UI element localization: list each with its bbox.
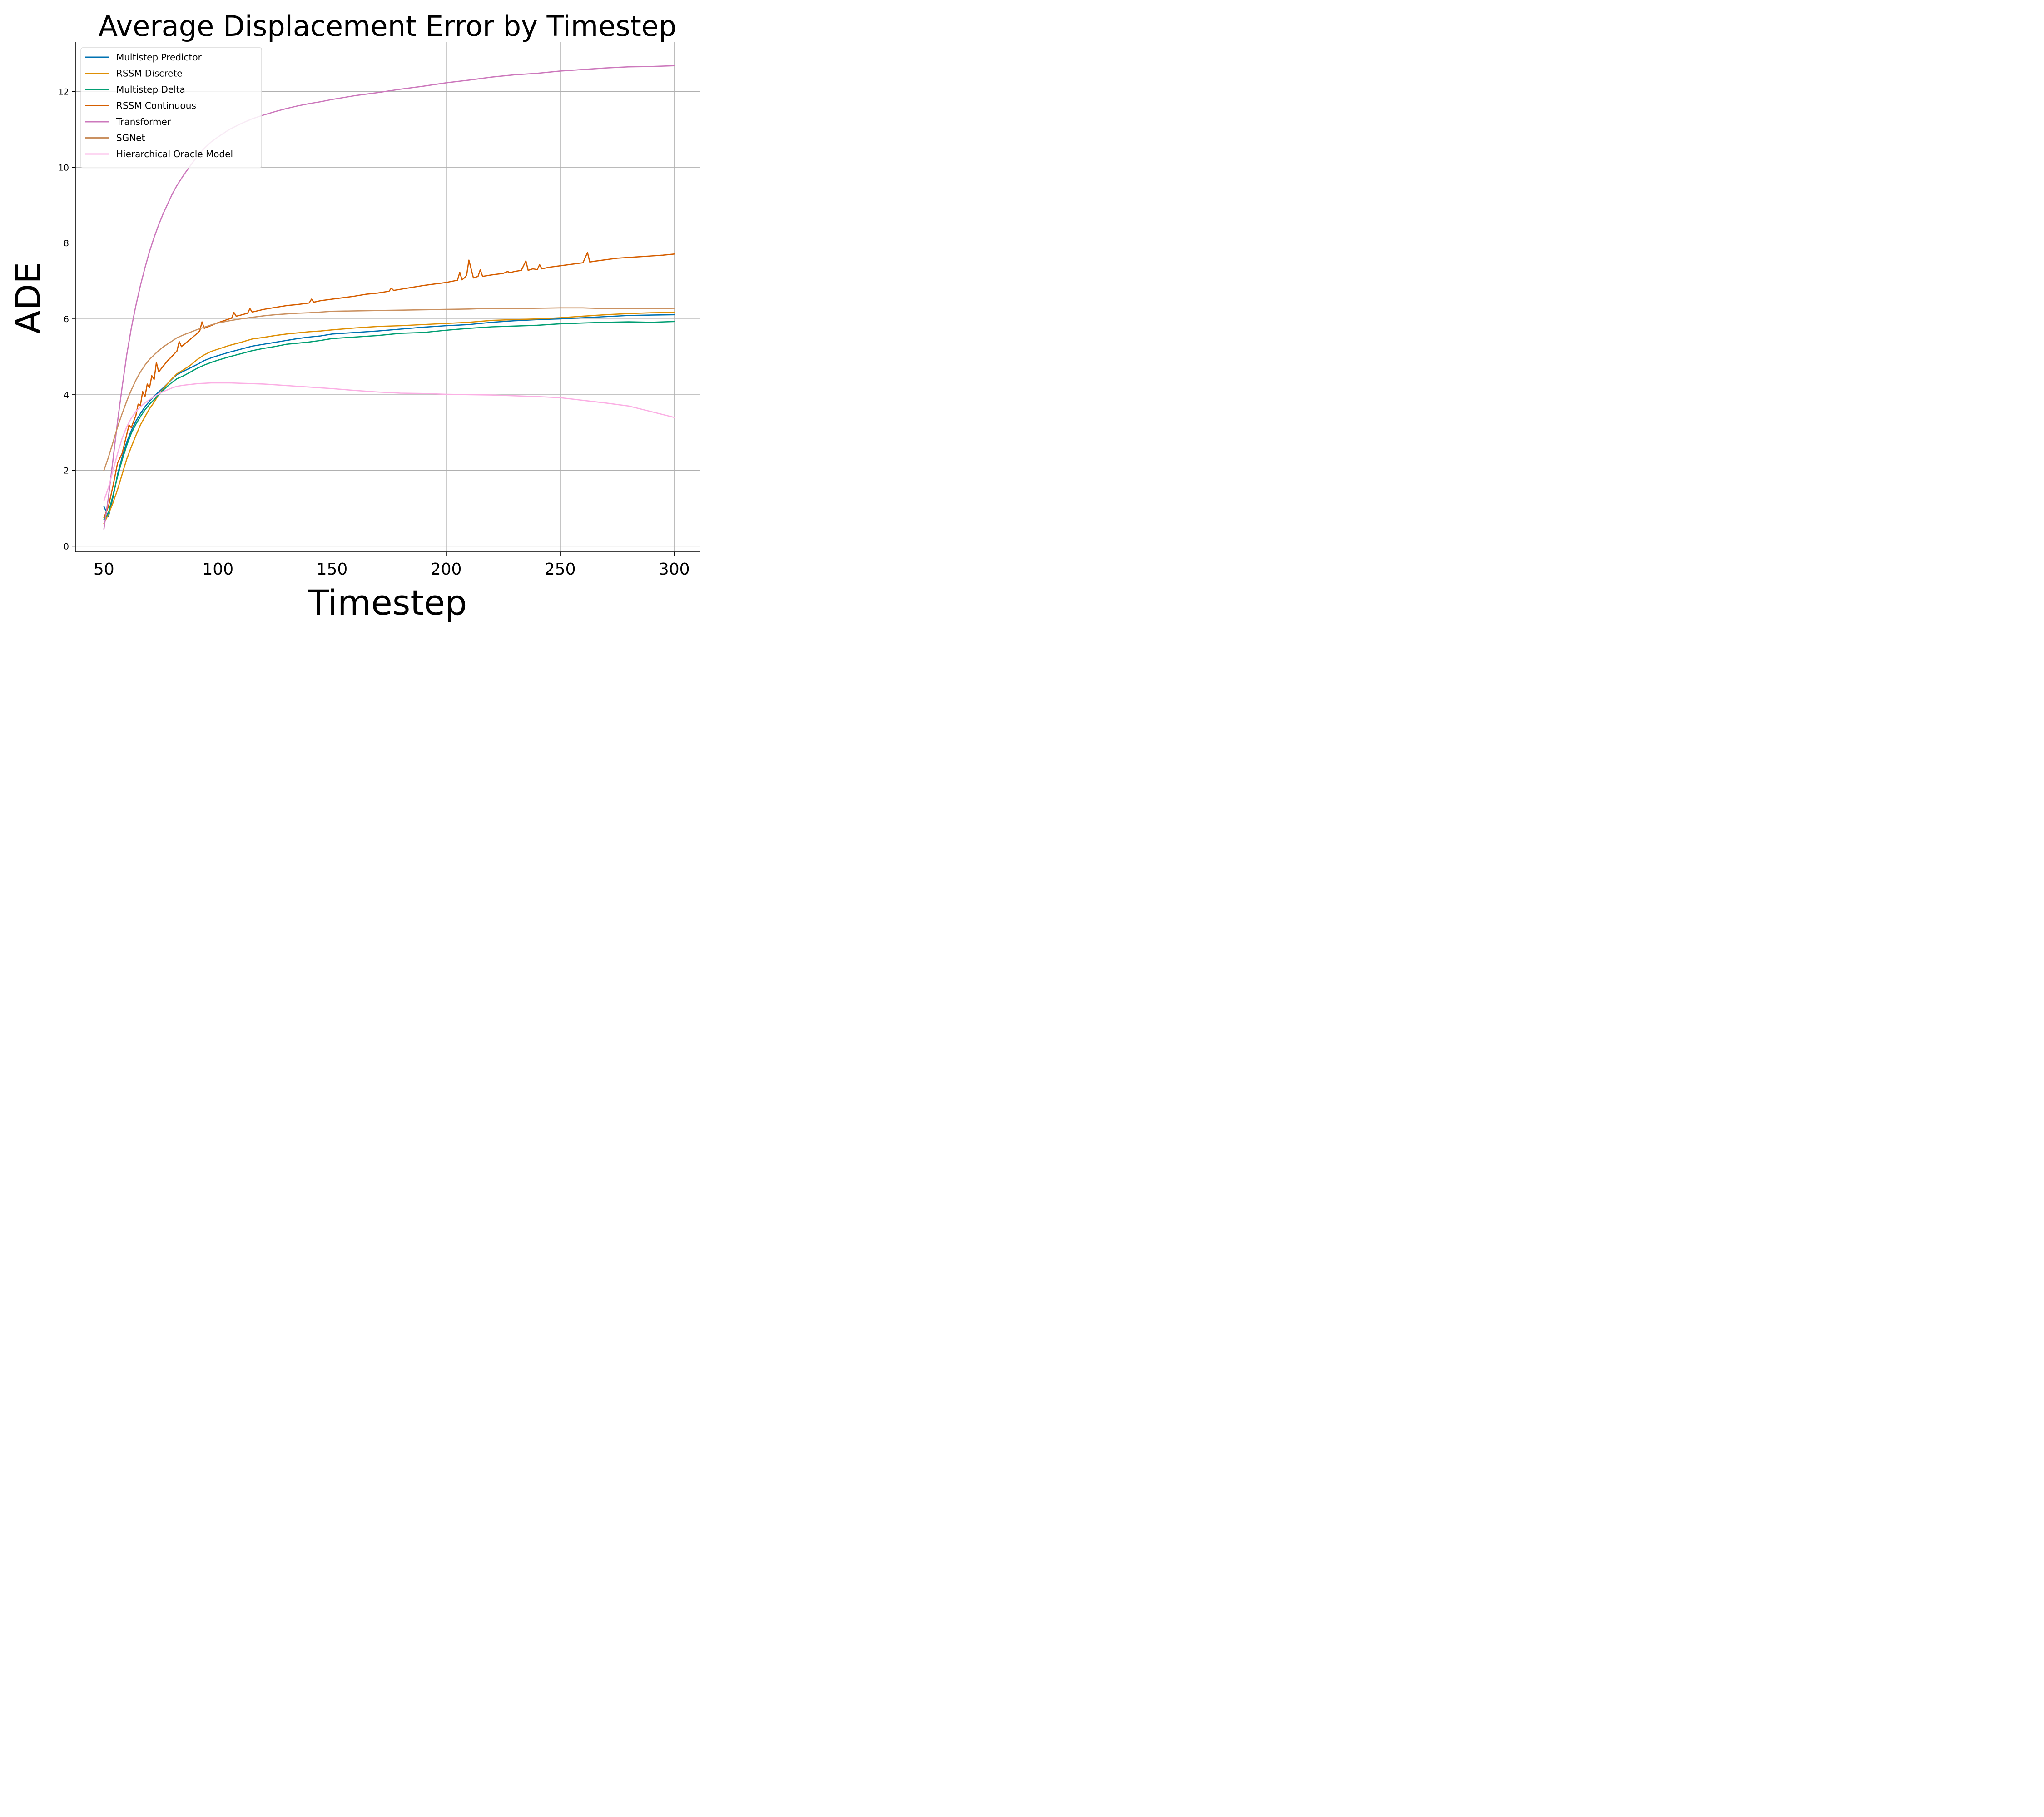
- axes: [75, 42, 700, 552]
- legend-label-multistep-predictor: Multistep Predictor: [116, 52, 202, 63]
- series-line-rssm-continuous: [103, 252, 675, 519]
- series-line-rssm-discrete: [103, 312, 675, 524]
- y-tick-label: 6: [64, 314, 69, 324]
- y-tick-label: 4: [64, 390, 69, 400]
- legend-label-sgnet: SGNet: [116, 133, 145, 144]
- y-tick-label: 2: [64, 466, 69, 476]
- legend-label-transformer: Transformer: [116, 116, 171, 127]
- series-line-sgnet: [103, 307, 675, 471]
- legend-label-hierarchical-oracle-model: Hierarchical Oracle Model: [116, 149, 233, 159]
- legend: Multistep Predictor RSSM Discrete Multiste…: [80, 47, 262, 169]
- x-tick-label: 200: [431, 560, 462, 579]
- series-line-multistep-delta: [103, 321, 675, 521]
- x-axis-label: Timestep: [308, 582, 467, 623]
- y-tick-label: 10: [58, 163, 69, 173]
- legend-label-multistep-delta: Multistep Delta: [116, 84, 185, 95]
- y-tick-label: 0: [64, 541, 69, 551]
- legend-label-rssm-discrete: RSSM Discrete: [116, 68, 183, 79]
- y-axis-ticks: 0 2 4 6 8 10 12: [58, 87, 75, 551]
- x-tick-label: 100: [203, 560, 234, 579]
- x-tick-label: 300: [659, 560, 690, 579]
- y-axis-label: ADE: [8, 262, 48, 334]
- legend-label-rssm-continuous: RSSM Continuous: [116, 100, 196, 111]
- chart-title: Average Displacement Error by Timestep: [99, 10, 677, 43]
- legend-box: [80, 47, 262, 169]
- x-tick-label: 50: [94, 560, 114, 579]
- line-chart: Average Displacement Error by Timestep 5…: [8, 10, 700, 623]
- y-tick-label: 8: [64, 238, 69, 248]
- y-tick-label: 12: [58, 87, 69, 97]
- x-tick-label: 150: [317, 560, 348, 579]
- series-line-hierarchical-oracle-model: [103, 382, 675, 501]
- x-axis-ticks: 50 100 150 200 250 300: [94, 552, 690, 579]
- x-tick-label: 250: [545, 560, 576, 579]
- series-line-multistep-predictor: [103, 314, 675, 517]
